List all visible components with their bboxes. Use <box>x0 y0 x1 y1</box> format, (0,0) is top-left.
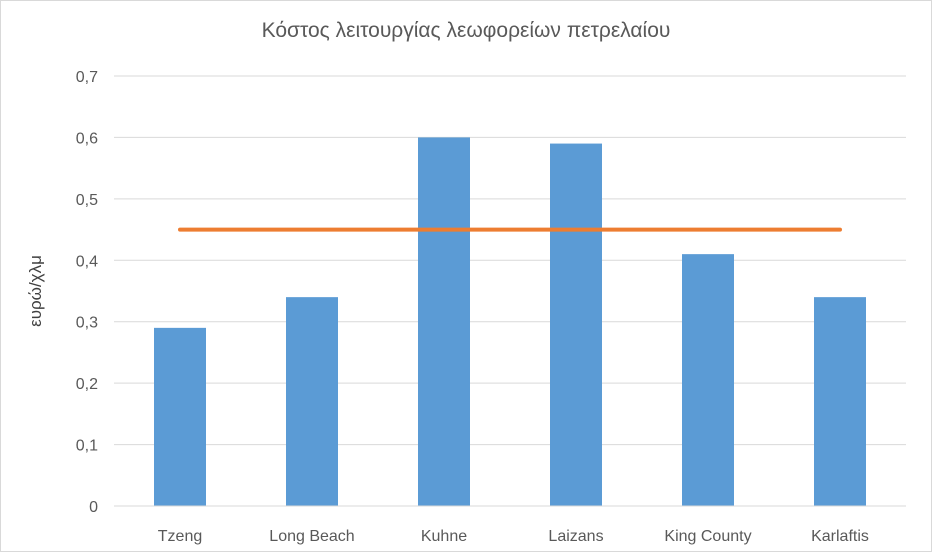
bar <box>154 327 206 506</box>
x-tick-label: Long Beach <box>269 528 354 545</box>
x-tick-label: Laizans <box>548 528 603 545</box>
y-tick-label: 0,2 <box>76 376 98 393</box>
y-tick-label: 0 <box>89 499 98 516</box>
y-tick-label: 0,1 <box>76 438 98 455</box>
bar <box>814 297 866 506</box>
bar <box>286 297 338 506</box>
chart-title: Κόστος λειτουργίας λεωφορείων πετρελαίου <box>261 19 671 42</box>
y-tick-label: 0,4 <box>76 253 98 270</box>
bar <box>418 137 470 506</box>
y-axis-label: ευρώ/χλμ <box>26 255 45 327</box>
bar <box>682 254 734 506</box>
x-tick-label: Tzeng <box>158 528 202 545</box>
y-tick-label: 0,5 <box>76 192 98 209</box>
x-tick-label: King County <box>664 528 751 545</box>
y-tick-label: 0,7 <box>76 69 98 86</box>
x-tick-label: Kuhne <box>421 528 467 545</box>
y-tick-label: 0,3 <box>76 315 98 332</box>
x-tick-label: Karlaftis <box>811 528 869 545</box>
y-tick-label: 0,6 <box>76 130 98 147</box>
bar <box>550 143 602 507</box>
